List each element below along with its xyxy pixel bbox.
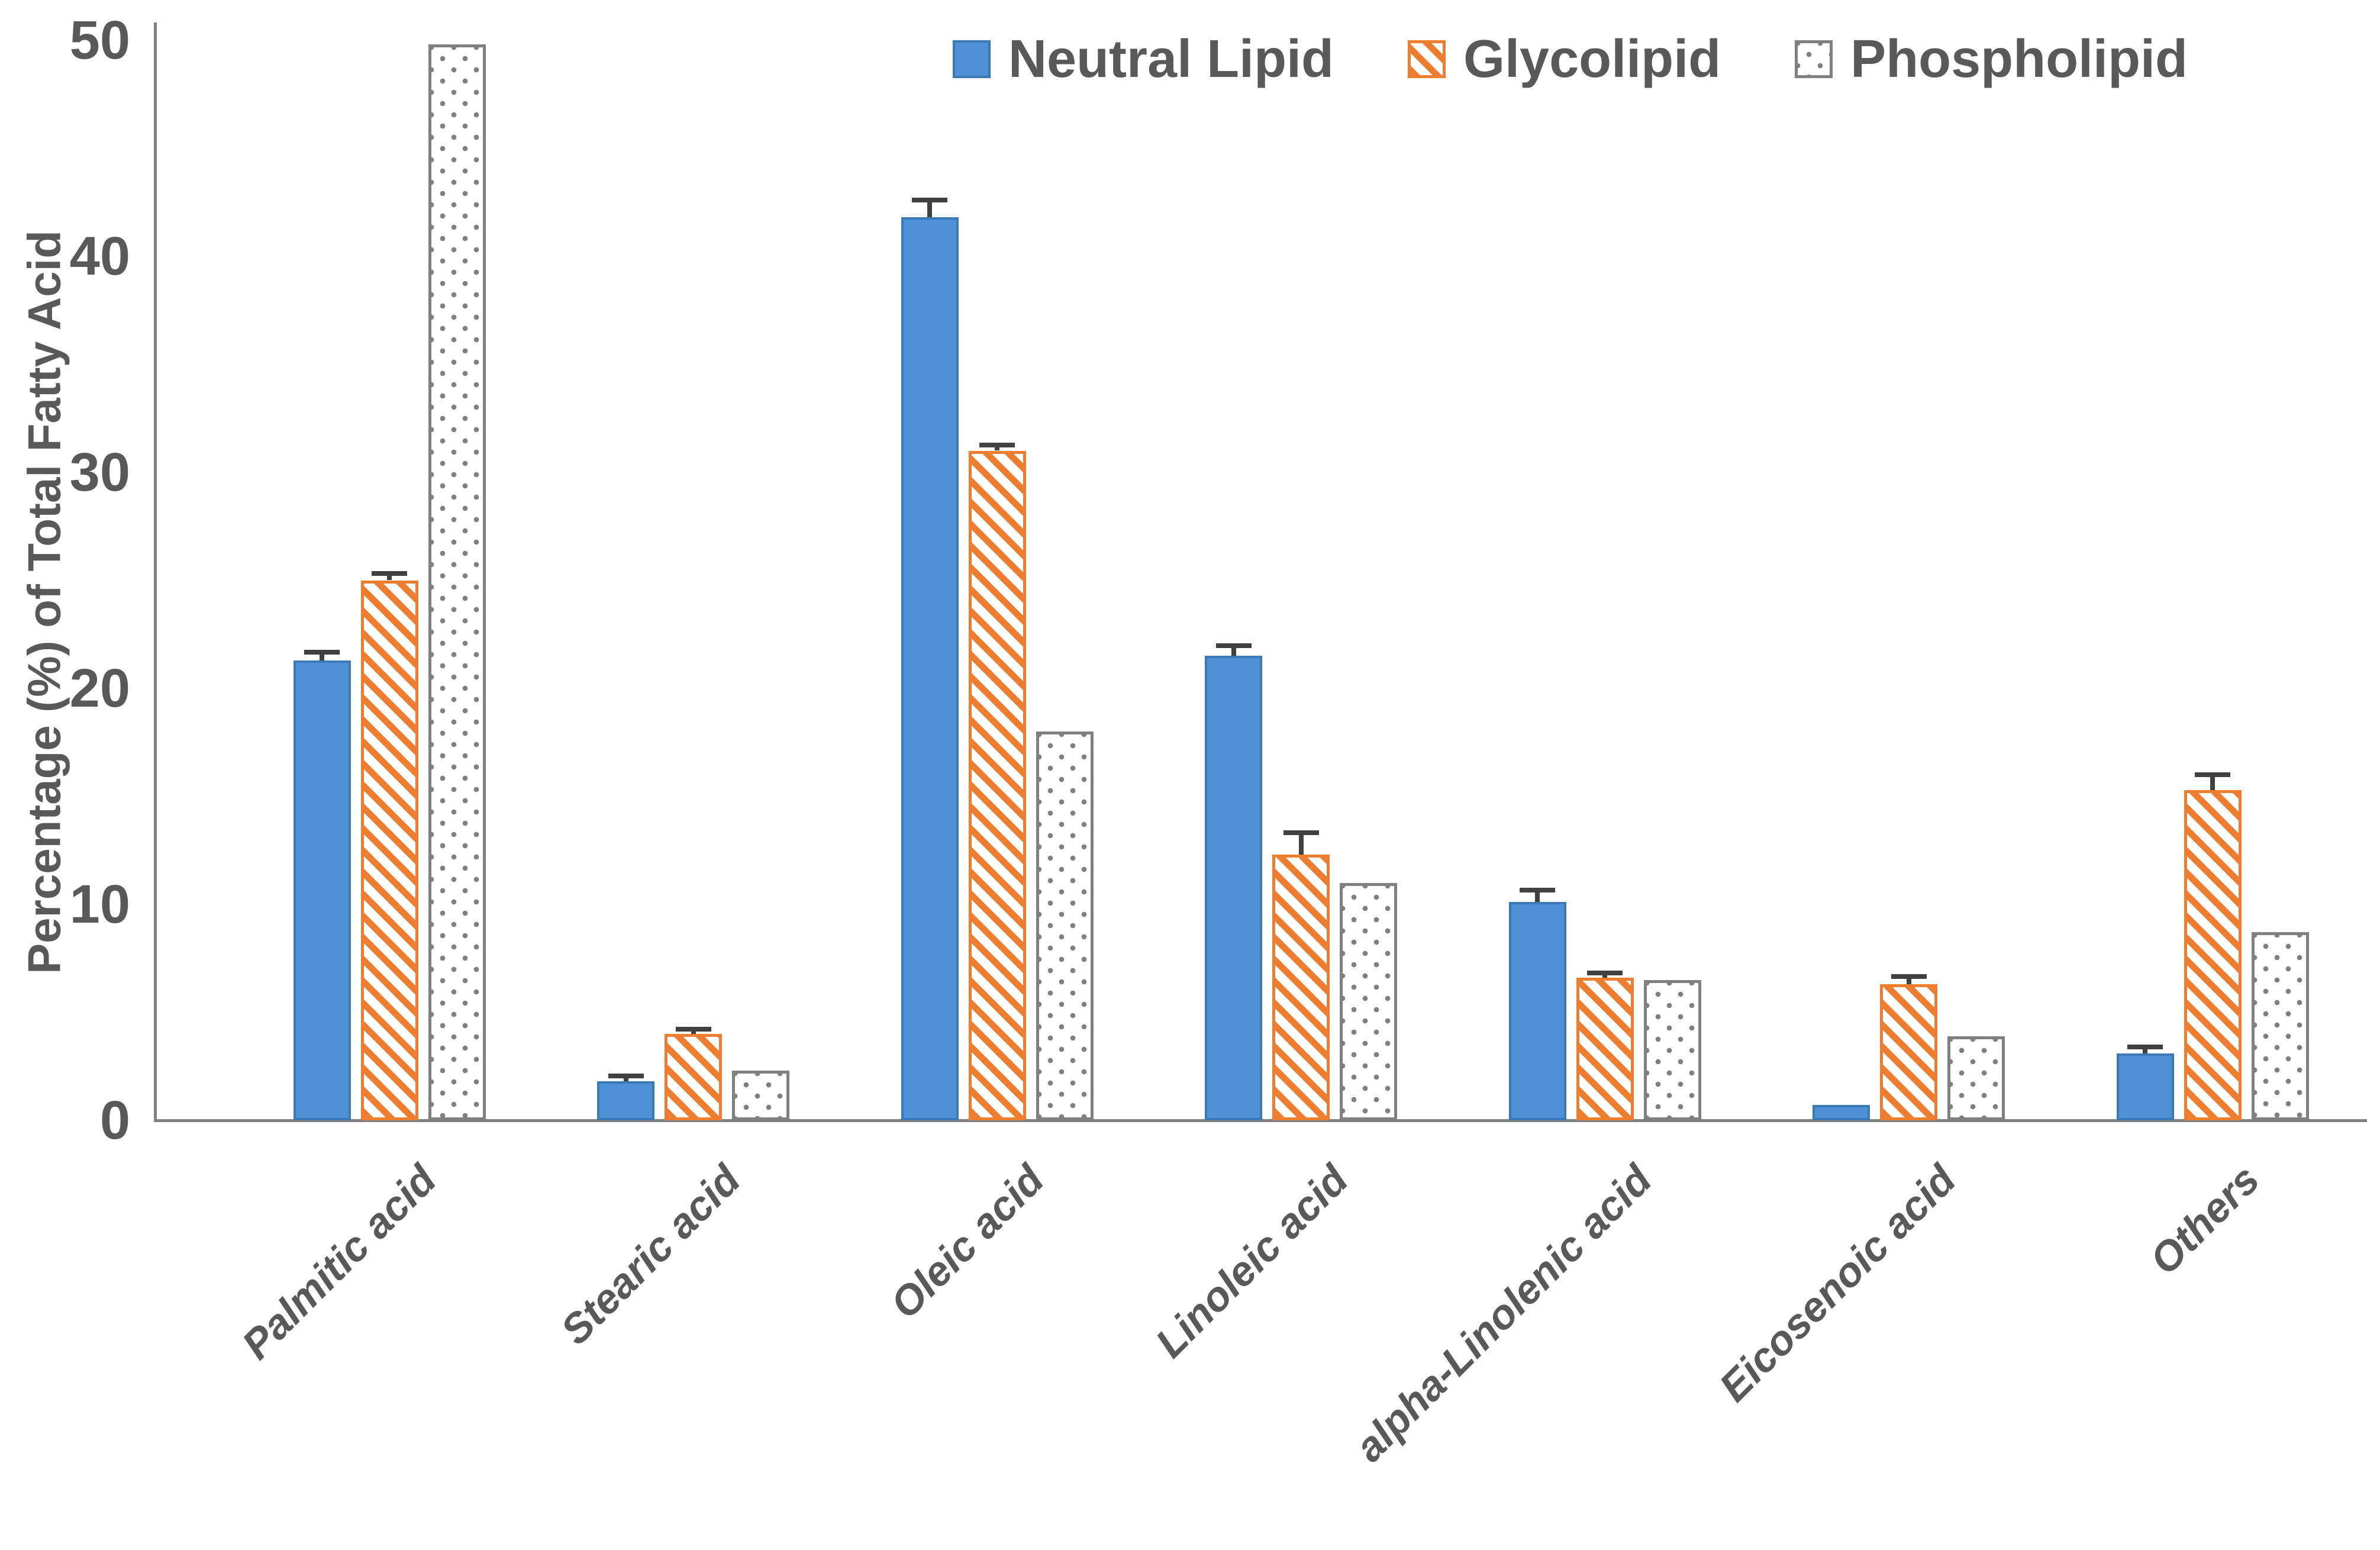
legend-label: Neutral Lipid	[1008, 30, 1334, 89]
y-tick-label: 30	[69, 442, 130, 502]
legend: Neutral Lipid Glycolipid Phospholipid	[953, 33, 2188, 86]
error-bar-stem	[995, 447, 999, 451]
error-bar-cap	[979, 443, 1015, 448]
legend-label: Glycolipid	[1463, 30, 1721, 89]
bar-neutral-lipid	[597, 1081, 654, 1120]
bar-neutral-lipid	[1508, 902, 1566, 1120]
error-bar-cap	[1215, 643, 1252, 649]
error-bar-stem	[387, 576, 392, 581]
y-tick-label: 10	[69, 874, 130, 934]
error-bar-cap	[2195, 772, 2230, 777]
error-bar-stem	[691, 1032, 696, 1034]
x-axis-line	[154, 1119, 2367, 1122]
bar-neutral-lipid	[293, 660, 351, 1120]
bar-glycolipid	[1576, 978, 1634, 1120]
error-bar-cap	[912, 197, 947, 202]
error-bar-cap	[1283, 830, 1319, 836]
legend-item-glycolipid: Glycolipid	[1408, 33, 1721, 86]
bar-phospholipid	[2251, 932, 2309, 1120]
legend-swatch-dots-icon	[1795, 40, 1833, 78]
error-bar-stem	[1231, 648, 1236, 656]
bar-neutral-lipid	[901, 217, 959, 1120]
bar-glycolipid	[360, 580, 418, 1120]
error-bar-stem	[1535, 892, 1540, 903]
legend-swatch-solid-icon	[953, 40, 991, 78]
error-bar-cap	[608, 1073, 644, 1078]
error-bar-cap	[304, 650, 340, 655]
error-bar-cap	[1587, 971, 1623, 976]
bar-phospholipid	[732, 1071, 789, 1120]
bar-neutral-lipid	[1813, 1105, 1870, 1120]
error-bar-stem	[927, 202, 932, 218]
error-bar-stem	[320, 655, 324, 660]
y-tick-label: 0	[99, 1090, 130, 1151]
y-axis-title: Percentage (%) of Total Fatty Acid	[18, 230, 70, 974]
error-bar-stem	[1906, 978, 1911, 985]
bar-phospholipid	[1643, 979, 1701, 1120]
error-bar-cap	[675, 1027, 711, 1032]
y-axis-line	[154, 22, 157, 1122]
bar-phospholipid	[1340, 882, 1397, 1120]
error-bar-stem	[2210, 776, 2215, 790]
bar-glycolipid	[665, 1034, 722, 1120]
error-bar-stem	[1602, 975, 1607, 978]
y-tick-label: 40	[69, 226, 130, 286]
bar-glycolipid	[1880, 984, 1937, 1120]
error-bar-cap	[1891, 974, 1927, 979]
legend-item-phospholipid: Phospholipid	[1795, 33, 2188, 86]
legend-swatch-diagonal-hatch-icon	[1408, 40, 1446, 78]
error-bar-stem	[623, 1078, 628, 1082]
error-bar-stem	[2143, 1049, 2147, 1053]
error-bar-cap	[2127, 1044, 2163, 1049]
bar-glycolipid	[968, 450, 1026, 1120]
bar-phospholipid	[1947, 1036, 2005, 1120]
error-bar-cap	[372, 571, 407, 576]
bar-neutral-lipid	[1205, 656, 1262, 1120]
error-bar-cap	[1520, 887, 1555, 892]
y-tick-label: 20	[69, 658, 130, 718]
bar-glycolipid	[1272, 855, 1330, 1120]
bar-phospholipid	[1036, 732, 1094, 1120]
legend-item-neutral-lipid: Neutral Lipid	[953, 33, 1334, 86]
bar-neutral-lipid	[2116, 1053, 2174, 1120]
legend-label: Phospholipid	[1850, 30, 2188, 89]
bar-phospholipid	[428, 44, 486, 1120]
error-bar-stem	[1298, 835, 1304, 855]
y-tick-label: 50	[69, 10, 130, 70]
bar-glycolipid	[2184, 789, 2242, 1120]
